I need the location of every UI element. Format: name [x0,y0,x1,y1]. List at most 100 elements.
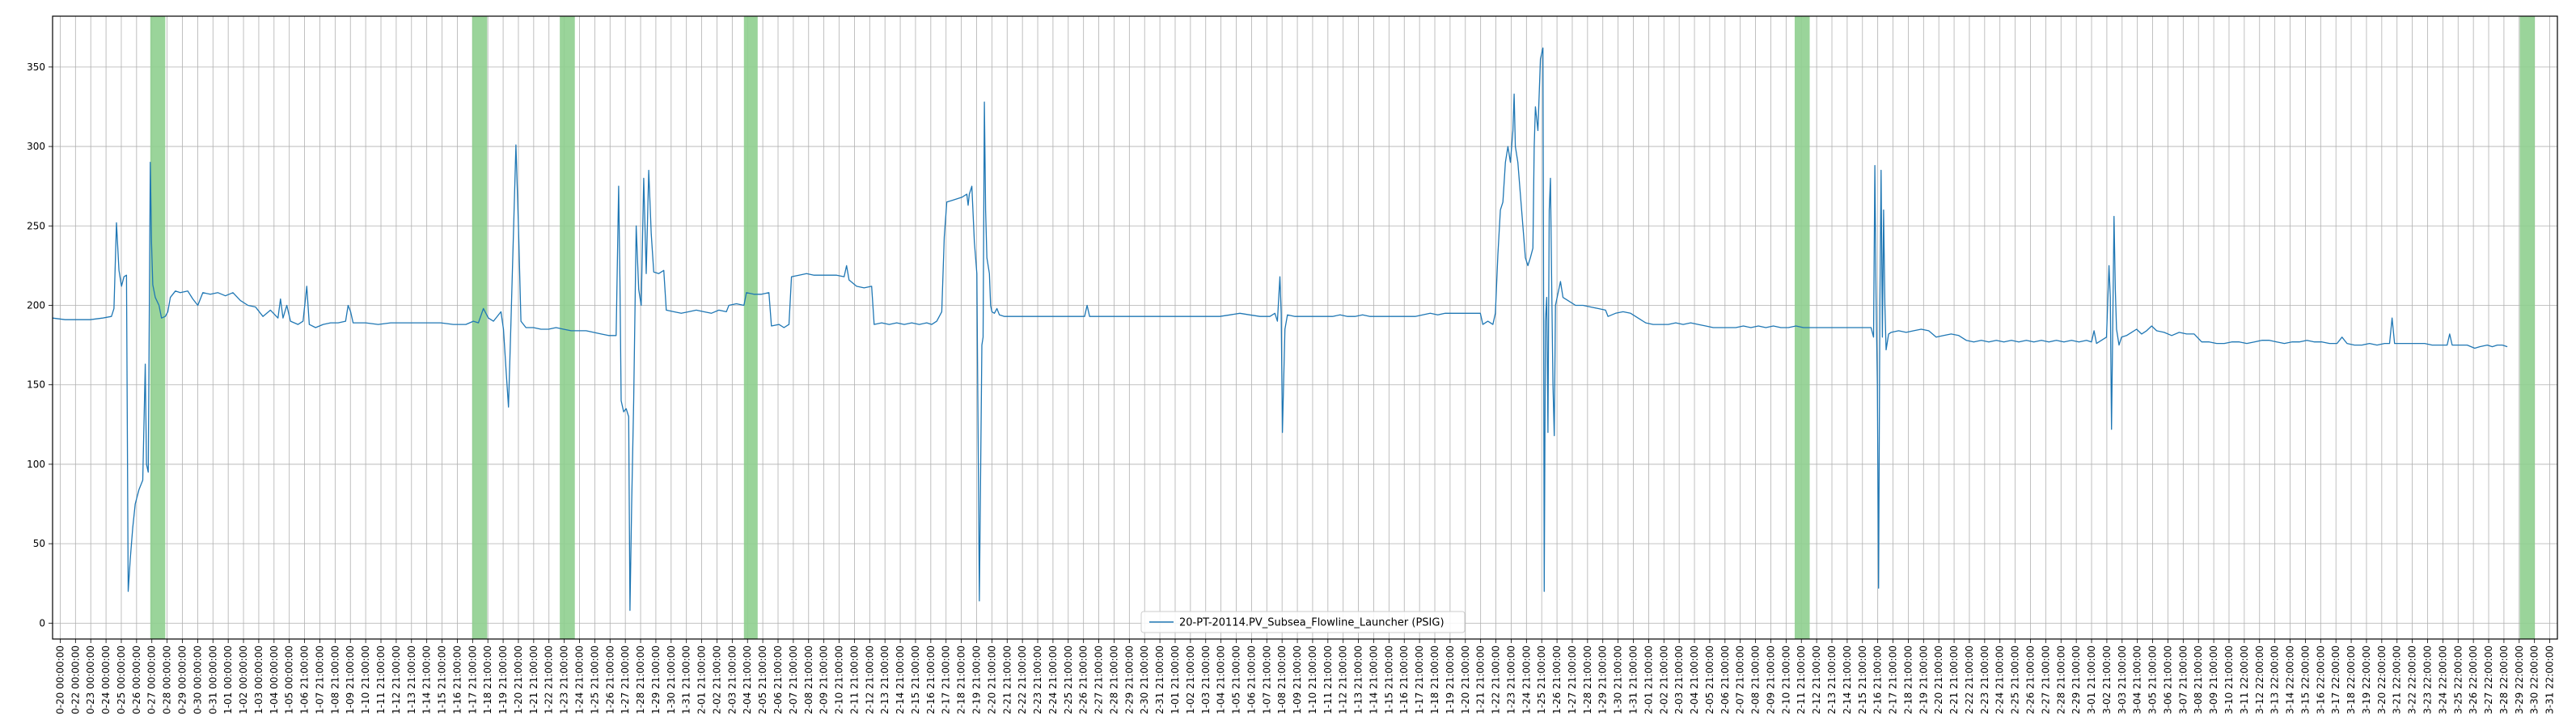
legend-label: 20-PT-20114.PV_Subsea_Flowline_Launcher … [1179,617,1445,629]
x-tick-label: 3-03 21:00:00 [2117,645,2128,714]
highlight-band [560,16,575,639]
x-tick-label: 1-22 21:00:00 [544,645,555,714]
x-tick-label: 1-08 21:00:00 [329,645,341,714]
x-tick-label: 2-26 21:00:00 [2024,645,2036,714]
x-tick-label: 2-19 21:00:00 [971,645,982,714]
highlight-band [2519,16,2536,639]
x-tick-label: 1-16 21:00:00 [1398,645,1410,714]
x-tick-label: 1-24 21:00:00 [1521,645,1532,714]
x-tick-label: 2-17 21:00:00 [941,645,952,714]
x-tick-label: 2-20 21:00:00 [986,645,997,714]
x-tick-label: 3-07 21:00:00 [2177,645,2189,714]
x-tick-label: 0-22 00:00:00 [70,645,81,714]
highlight-band [150,16,166,639]
highlight-band [743,16,758,639]
x-tick-label: 0-20 00:00:00 [54,645,66,714]
x-tick-label: 2-01 21:00:00 [1643,645,1654,714]
x-tick-label: 3-19 22:00:00 [2361,645,2372,714]
x-tick-label: 1-15 21:00:00 [437,645,448,714]
x-tick-label: 1-19 21:00:00 [497,645,509,714]
x-tick-label: 1-22 21:00:00 [1491,645,1502,714]
x-tick-label: 2-30 21:00:00 [1139,645,1150,714]
x-tick-label: 1-08 21:00:00 [1276,645,1288,714]
x-tick-label: 2-11 21:00:00 [848,645,860,714]
x-tick-label: 3-24 22:00:00 [2437,645,2448,714]
x-axis: 0-20 00:00:00 0-22 00:00:00 0-23 00:00:00 0… [54,639,2556,714]
x-tick-label: 2-21 21:00:00 [1948,645,1960,714]
x-tick-label: 1-05 21:00:00 [1231,645,1242,714]
x-tick-label: 2-02 21:00:00 [1658,645,1669,714]
x-tick-label: 1-20 21:00:00 [513,645,524,714]
x-tick-label: 1-18 21:00:00 [482,645,493,714]
x-tick-label: 1-29 21:00:00 [1597,645,1609,714]
x-tick-label: 1-03 00:00:00 [253,645,264,714]
x-tick-label: 3-09 21:00:00 [2208,645,2219,714]
y-axis: 0 50 100 150 200 250 300 350 [27,61,53,629]
x-tick-label: 1-17 21:00:00 [1414,645,1425,714]
x-tick-label: 1-12 21:00:00 [1338,645,1349,714]
x-tick-label: 2-22 21:00:00 [1964,645,1975,714]
x-tick-label: 2-07 21:00:00 [788,645,799,714]
x-tick-label: 0-25 00:00:00 [116,645,127,714]
x-tick-label: 1-27 21:00:00 [1567,645,1578,714]
x-tick-label: 1-24 21:00:00 [574,645,586,714]
x-tick-label: 1-23 21:00:00 [559,645,570,714]
y-tick-label: 100 [27,459,45,470]
x-tick-label: 1-06 21:00:00 [1246,645,1257,714]
x-tick-label: 2-07 21:00:00 [1735,645,1746,714]
x-tick-label: 1-13 21:00:00 [406,645,417,714]
x-tick-label: 3-31 22:00:00 [2544,645,2556,714]
x-tick-label: 2-06 21:00:00 [1719,645,1731,714]
x-tick-label: 1-10 21:00:00 [360,645,371,714]
plot-frame [52,15,2558,640]
x-tick-label: 2-24 21:00:00 [1047,645,1059,714]
x-tick-label: 2-12 21:00:00 [1811,645,1822,714]
x-tick-label: 1-10 21:00:00 [1307,645,1318,714]
x-tick-label: 0-30 00:00:00 [192,645,203,714]
y-tick-label: 200 [27,300,45,311]
x-tick-label: 2-11 21:00:00 [1796,645,1807,714]
x-tick-label: 3-30 22:00:00 [2529,645,2540,714]
x-tick-label: 2-22 21:00:00 [1017,645,1028,714]
y-tick-label: 150 [27,379,45,391]
x-tick-label: 3-22 22:00:00 [2407,645,2418,714]
x-tick-label: 1-30 21:00:00 [1613,645,1624,714]
highlight-band [472,16,488,639]
x-tick-label: 2-03 21:00:00 [1673,645,1685,714]
x-tick-label: 2-04 21:00:00 [1689,645,1700,714]
x-tick-label: 2-15 21:00:00 [1857,645,1868,714]
x-tick-label: 3-29 22:00:00 [2514,645,2525,714]
x-tick-label: 1-28 21:00:00 [635,645,646,714]
x-tick-label: 3-20 22:00:00 [2376,645,2388,714]
x-tick-label: 2-08 21:00:00 [803,645,814,714]
x-tick-label: 3-02 21:00:00 [2101,645,2113,714]
x-tick-label: 3-05 21:00:00 [2147,645,2159,714]
y-tick-label: 300 [27,141,45,152]
x-tick-label: 2-08 21:00:00 [1750,645,1762,714]
x-tick-label: 2-16 21:00:00 [925,645,937,714]
x-tick-label: 3-04 21:00:00 [2132,645,2143,714]
x-tick-label: 1-02 00:00:00 [238,645,249,714]
x-tick-label: 2-10 21:00:00 [834,645,845,714]
x-tick-label: 2-18 21:00:00 [1902,645,1914,714]
x-tick-label: 1-17 21:00:00 [467,645,478,714]
x-tick-label: 1-31 21:00:00 [1628,645,1639,714]
x-tick-label: 2-02 21:00:00 [711,645,722,714]
x-tick-label: 3-28 22:00:00 [2498,645,2510,714]
x-tick-label: 1-09 21:00:00 [1292,645,1303,714]
x-tick-label: 3-26 22:00:00 [2468,645,2479,714]
x-tick-label: 2-29 21:00:00 [2071,645,2082,714]
x-tick-label: 2-04 21:00:00 [742,645,753,714]
y-tick-label: 0 [39,617,45,629]
x-tick-label: 2-16 21:00:00 [1872,645,1884,714]
x-tick-label: 1-26 21:00:00 [1551,645,1563,714]
x-tick-label: 1-20 21:00:00 [1460,645,1471,714]
x-tick-label: 2-23 21:00:00 [1032,645,1043,714]
x-tick-label: 3-18 22:00:00 [2345,645,2357,714]
x-tick-label: 2-21 21:00:00 [1001,645,1013,714]
x-tick-label: 1-31 21:00:00 [681,645,692,714]
x-tick-label: 1-06 21:00:00 [299,645,311,714]
x-tick-label: 2-28 21:00:00 [1108,645,1119,714]
x-tick-label: 2-17 21:00:00 [1888,645,1899,714]
